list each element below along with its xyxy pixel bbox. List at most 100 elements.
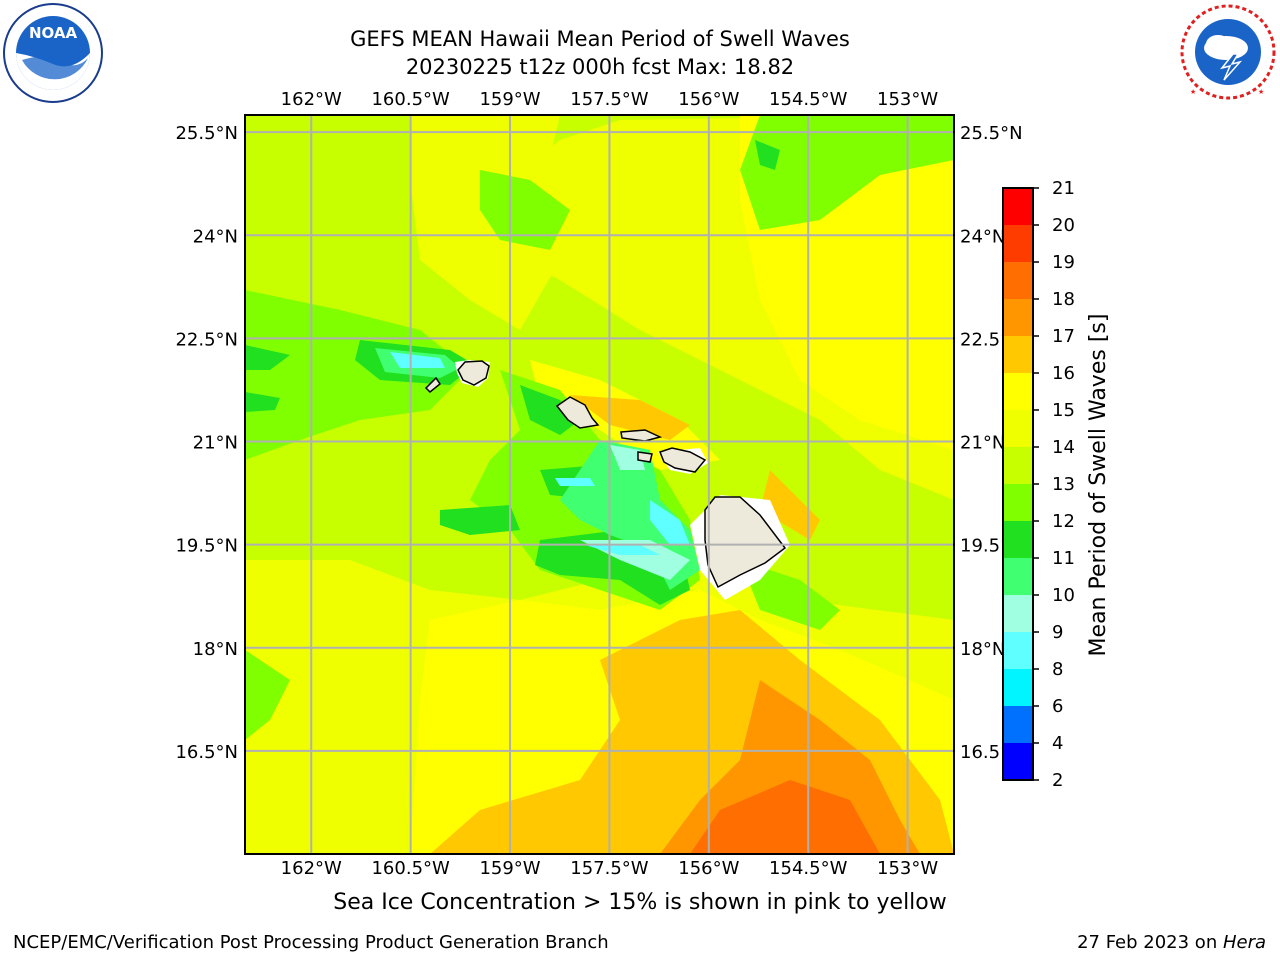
- contour-11-12-oahu: [520, 385, 580, 435]
- x-tick-label-bottom: 159°W: [479, 858, 540, 879]
- chart-subtitle: 20230225 t12z 000h fcst Max: 18.82: [405, 55, 795, 79]
- x-tick-label-top: 159°W: [479, 89, 540, 110]
- contour-11-12-west: [245, 345, 290, 370]
- colorbar-tick-label: 14: [1052, 437, 1075, 458]
- y-tick-label-right: 21°N: [960, 433, 1005, 454]
- gridlines: [245, 115, 954, 854]
- footer-right: 27 Feb 2023 on Hera: [1077, 932, 1266, 953]
- colorbar-segment: [1003, 706, 1033, 743]
- colorbar-segment: [1003, 743, 1033, 780]
- colorbar-tick-label: 10: [1052, 585, 1075, 606]
- y-tick-label-right: 18°N: [960, 639, 1005, 660]
- x-tick-label-top: 160.5°W: [371, 89, 450, 110]
- colorbar-tick-label: 12: [1052, 511, 1075, 532]
- contour-12-13-southeast: [740, 560, 840, 630]
- colorbar-segment: [1003, 632, 1033, 669]
- colorbar-tick-label: 16: [1052, 363, 1075, 384]
- island-hawaii: [704, 496, 787, 589]
- svg-text:★: ★: [1258, 88, 1264, 96]
- colorbar-tick-label: 19: [1052, 252, 1075, 273]
- x-tick-label-bottom: 157.5°W: [570, 858, 649, 879]
- y-tick-label-left: 22.5°N: [175, 329, 238, 350]
- colorbar-segment: [1003, 373, 1033, 410]
- y-tick-label-left: 25.5°N: [175, 123, 238, 144]
- svg-text:★: ★: [1190, 88, 1196, 96]
- colorbar-segment: [1003, 262, 1033, 299]
- island-kauai: [457, 360, 490, 386]
- x-tick-label-bottom: 154.5°W: [769, 858, 848, 879]
- y-tick-label-right: 25.5°N: [960, 123, 1023, 144]
- map-frame: [244, 114, 955, 855]
- colorbar-tick-label: 13: [1052, 474, 1075, 495]
- x-ticks-bottom: 162°W 160.5°W 159°W 157.5°W 156°W 154.5°W 153°…: [281, 858, 939, 879]
- y-ticks-left: 25.5°N 24°N 22.5°N 21°N 19.5°N 18°N 16.5°N: [175, 123, 238, 763]
- contour-12-13-north: [480, 170, 570, 250]
- x-tick-label-top: 154.5°W: [769, 89, 848, 110]
- colorbar-segment: [1003, 484, 1033, 521]
- contour-11-12-west2: [245, 392, 280, 412]
- island-molokai: [620, 429, 663, 442]
- colorbar-segment: [1003, 558, 1033, 595]
- x-tick-label-top: 153°W: [877, 89, 938, 110]
- x-tick-label-bottom: 156°W: [678, 858, 739, 879]
- contour-12-13-sw: [245, 650, 290, 740]
- colorbar-tick-label: 8: [1052, 659, 1063, 680]
- contour-16-17-bigisland: [760, 470, 820, 540]
- nws-logo-icon: ★ ★: [1180, 4, 1276, 100]
- y-tick-label-left: 16.5°N: [175, 742, 238, 763]
- contour-11-12-south-oahu: [440, 505, 520, 535]
- contour-fill-layer: [245, 115, 954, 854]
- colorbar-tick-label: 2: [1052, 770, 1063, 791]
- colorbar-segment: [1003, 410, 1033, 447]
- colorbar-tick-label: 6: [1052, 696, 1063, 717]
- contour-8-9-kauai: [390, 352, 445, 368]
- footer-left: NCEP/EMC/Verification Post Processing Pr…: [13, 932, 609, 953]
- island-oahu: [555, 396, 600, 429]
- contour-12-13-west: [245, 290, 470, 460]
- x-tick-label-top: 156°W: [678, 89, 739, 110]
- island-maui: [659, 447, 707, 473]
- colorbar-segment: [1003, 188, 1033, 225]
- contour-14-15-west: [410, 115, 560, 330]
- contour-11-12-ne: [755, 140, 780, 170]
- chart-title: GEFS MEAN Hawaii Mean Period of Swell Wa…: [350, 27, 850, 51]
- colorbar-label: Mean Period of Swell Waves [s]: [1086, 314, 1111, 657]
- contour-18-19: [690, 780, 880, 854]
- colorbar-segment: [1003, 299, 1033, 336]
- colorbar-tick-label: 15: [1052, 400, 1075, 421]
- colorbar-tick-label: 4: [1052, 733, 1063, 754]
- colorbar-segment: [1003, 669, 1033, 706]
- x-ticks-top: 162°W 160.5°W 159°W 157.5°W 156°W 154.5°W 153°…: [281, 89, 939, 110]
- x-tick-label-bottom: 153°W: [877, 858, 938, 879]
- island-niihau: [424, 376, 442, 394]
- contour-9-10: [610, 445, 645, 470]
- contour-16-17-molokai: [570, 395, 690, 440]
- colorbar-segment: [1003, 595, 1033, 632]
- colorbar-segment: [1003, 336, 1033, 373]
- contour-8-9-south: [585, 545, 660, 555]
- colorbar-segment: [1003, 521, 1033, 558]
- colorbar-tick-label: 20: [1052, 215, 1075, 236]
- colorbar-tick-label: 9: [1052, 622, 1063, 643]
- colorbar-segment: [1003, 225, 1033, 262]
- noaa-logo-text: NOAA: [29, 24, 78, 42]
- colorbar-tick-label: 18: [1052, 289, 1075, 310]
- y-tick-label-left: 19.5°N: [175, 536, 238, 557]
- island-lanai: [637, 451, 653, 463]
- x-tick-label-bottom: 162°W: [281, 858, 342, 879]
- x-tick-label-bottom: 160.5°W: [371, 858, 450, 879]
- x-tick-label-top: 162°W: [281, 89, 342, 110]
- footer-date: 27 Feb 2023 on: [1077, 932, 1223, 953]
- colorbar-segment: [1003, 447, 1033, 484]
- x-tick-label-top: 157.5°W: [570, 89, 649, 110]
- footer-host: Hera: [1222, 932, 1266, 953]
- sea-ice-note: Sea Ice Concentration > 15% is shown in …: [333, 890, 947, 915]
- y-tick-label-right: 24°N: [960, 226, 1005, 247]
- colorbar: 2 4 6 8 9 10 11 12 13 14 15 16 17 18 19 20 21: [1002, 178, 1075, 791]
- colorbar-tick-label: 21: [1052, 178, 1075, 199]
- contour-12-13-northeast: [740, 115, 954, 230]
- noaa-logo-icon: NOAA: [3, 3, 103, 103]
- colorbar-tick-label: 11: [1052, 548, 1075, 569]
- y-tick-label-left: 24°N: [193, 226, 238, 247]
